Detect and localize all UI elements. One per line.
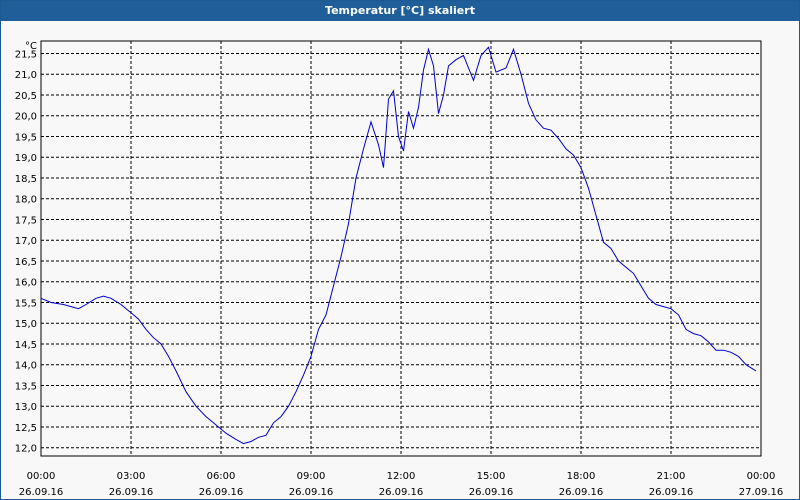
y-tick-label: 14,0 bbox=[15, 361, 37, 372]
y-tick-label: 15,5 bbox=[15, 298, 37, 309]
y-tick-label: 12,5 bbox=[15, 423, 37, 434]
y-tick-label: 21,0 bbox=[15, 70, 37, 81]
x-tick-date: 26.09.16 bbox=[199, 487, 244, 498]
y-tick-label: 12,0 bbox=[15, 444, 37, 455]
x-tick-time: 18:00 bbox=[567, 471, 596, 482]
y-tick-label: 18,5 bbox=[15, 174, 37, 185]
x-tick-time: 00:00 bbox=[747, 471, 776, 482]
x-tick-time: 15:00 bbox=[477, 471, 506, 482]
y-tick-label: 19,5 bbox=[15, 132, 37, 143]
x-tick-date: 26.09.16 bbox=[289, 487, 334, 498]
y-tick-label: 20,5 bbox=[15, 91, 37, 102]
y-tick-label: 15,0 bbox=[15, 319, 37, 330]
y-tick-label: 13,5 bbox=[15, 381, 37, 392]
y-tick-label: 13,0 bbox=[15, 402, 37, 413]
x-tick-date: 26.09.16 bbox=[649, 487, 694, 498]
x-tick-date: 26.09.16 bbox=[469, 487, 514, 498]
y-tick-label: 17,0 bbox=[15, 236, 37, 247]
y-tick-label: 14,5 bbox=[15, 340, 37, 351]
x-tick-time: 06:00 bbox=[207, 471, 236, 482]
x-tick-date: 26.09.16 bbox=[559, 487, 604, 498]
x-tick-time: 03:00 bbox=[117, 471, 146, 482]
y-tick-label: 20,0 bbox=[15, 112, 37, 123]
x-tick-date: 26.09.16 bbox=[379, 487, 424, 498]
x-tick-time: 09:00 bbox=[297, 471, 326, 482]
plot-frame bbox=[40, 40, 762, 457]
y-tick-label: 18,0 bbox=[15, 195, 37, 206]
x-tick-time: 00:00 bbox=[27, 471, 56, 482]
window-title: Temperatur [°C] skaliert bbox=[1, 1, 799, 21]
temperature-series-line bbox=[40, 46, 757, 445]
x-tick-date: 26.09.16 bbox=[109, 487, 154, 498]
x-tick-date: 27.09.16 bbox=[739, 487, 784, 498]
x-tick-date: 26.09.16 bbox=[19, 487, 64, 498]
x-tick-time: 12:00 bbox=[387, 471, 416, 482]
y-tick-label: 19,0 bbox=[15, 153, 37, 164]
y-tick-label: 21,5 bbox=[15, 49, 37, 60]
y-tick-label: 16,0 bbox=[15, 278, 37, 289]
x-tick-time: 21:00 bbox=[657, 471, 686, 482]
y-tick-label: 17,5 bbox=[15, 215, 37, 226]
y-axis-unit: °C bbox=[25, 41, 37, 52]
y-tick-label: 16,5 bbox=[15, 257, 37, 268]
